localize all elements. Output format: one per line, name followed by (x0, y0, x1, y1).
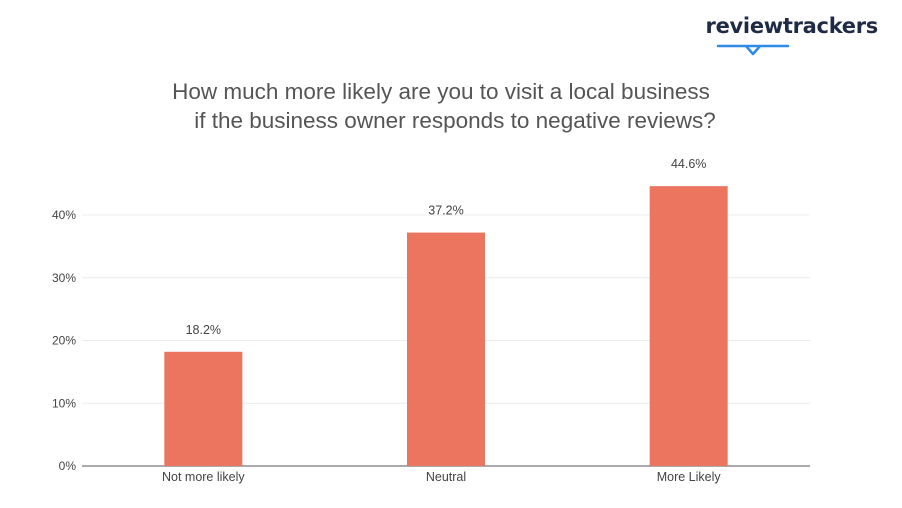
data-label: 37.2% (428, 204, 463, 218)
y-tick-label: 10% (52, 396, 76, 410)
bar (407, 232, 485, 466)
chart-title-line1: How much more likely are you to visit a … (172, 79, 710, 104)
data-label: 18.2% (186, 323, 221, 337)
y-tick-label: 30% (52, 271, 76, 285)
y-tick-label: 0% (59, 459, 77, 473)
y-tick-label: 40% (52, 208, 76, 222)
brand-logo: reviewtrackers (705, 14, 879, 38)
data-label: 44.6% (671, 157, 706, 171)
bar (649, 186, 728, 466)
x-category-label: More Likely (657, 470, 722, 484)
chart-title: How much more likely are you to visit a … (0, 77, 902, 135)
chart-title-line2: if the business owner responds to negati… (194, 108, 716, 133)
y-tick-label: 20% (52, 334, 76, 348)
brand-logo-underline-icon (716, 44, 790, 56)
x-category-label: Not more likely (162, 470, 245, 484)
x-category-label: Neutral (426, 470, 466, 484)
bar (164, 351, 243, 466)
